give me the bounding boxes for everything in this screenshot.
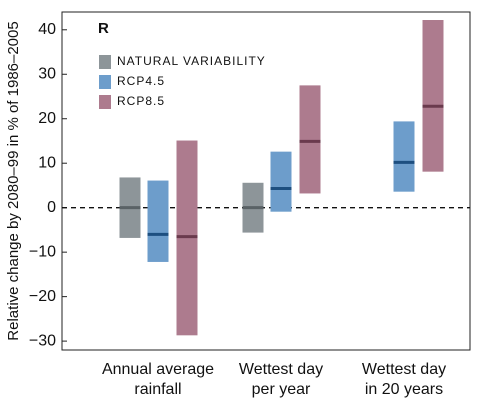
range-bar [422,20,444,172]
y-tick-label: 20 [38,110,56,127]
legend-swatch [99,95,111,109]
legend-label: RCP8.5 [117,94,165,108]
x-tick-label: Wettest day [362,361,446,378]
y-tick-label: 30 [38,65,56,82]
legend-swatch [99,75,111,89]
y-tick-label: −20 [29,288,56,305]
y-tick-label: −30 [29,332,56,349]
x-tick-label: rainfall [134,381,181,398]
x-tick-label: Annual average [102,361,214,378]
range-bar [299,85,321,194]
plot-frame [61,11,471,351]
panel-label: R [98,20,109,37]
x-tick-label: per year [252,381,311,398]
y-tick-label: −10 [29,243,56,260]
y-tick-label: 10 [38,154,56,171]
range-bar [393,121,415,192]
legend-swatch [99,55,111,69]
y-tick-label: 40 [38,21,56,38]
x-tick-label: in 20 years [365,381,443,398]
range-bar [147,180,169,262]
legend-label: NATURAL VARIABILITY [117,54,266,68]
y-tick-label: 0 [47,199,56,216]
x-tick-label: Wettest day [239,361,323,378]
legend-label: RCP4.5 [117,74,165,88]
range-bar [270,151,292,212]
y-axis-label: Relative change by 2080–99 in % of 1986–… [5,21,22,340]
